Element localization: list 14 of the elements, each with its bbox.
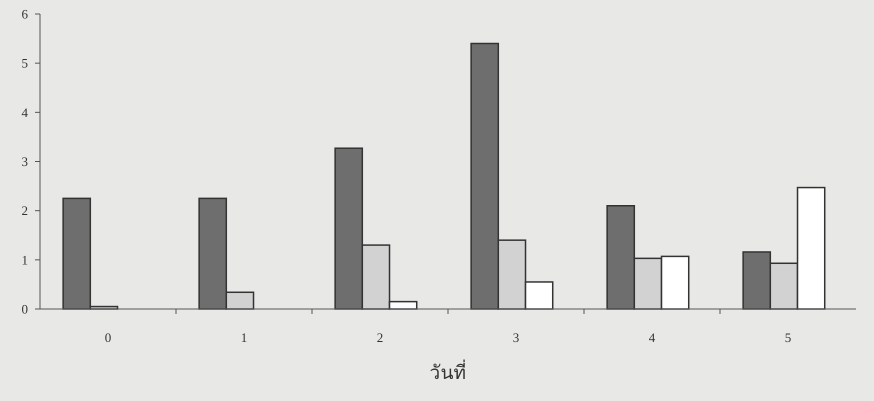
y-tick-label: 2 bbox=[22, 203, 28, 218]
x-tick-label: 5 bbox=[784, 330, 792, 345]
x-tick-label: 4 bbox=[648, 330, 656, 345]
x-tick-label: 3 bbox=[512, 330, 520, 345]
y-tick-label: 3 bbox=[22, 154, 28, 170]
y-tick-label: 4 bbox=[22, 104, 28, 120]
x-tick-label: 1 bbox=[240, 330, 248, 345]
x-tick-label: 2 bbox=[376, 330, 384, 345]
y-tick-label: 6 bbox=[22, 6, 28, 22]
y-tick-label: 1 bbox=[22, 252, 28, 268]
y-tick-label: 0 bbox=[22, 302, 28, 317]
x-tick-label: 0 bbox=[104, 330, 112, 345]
x-axis-title: วันที่ bbox=[430, 359, 466, 384]
y-tick-label: 5 bbox=[22, 56, 28, 71]
